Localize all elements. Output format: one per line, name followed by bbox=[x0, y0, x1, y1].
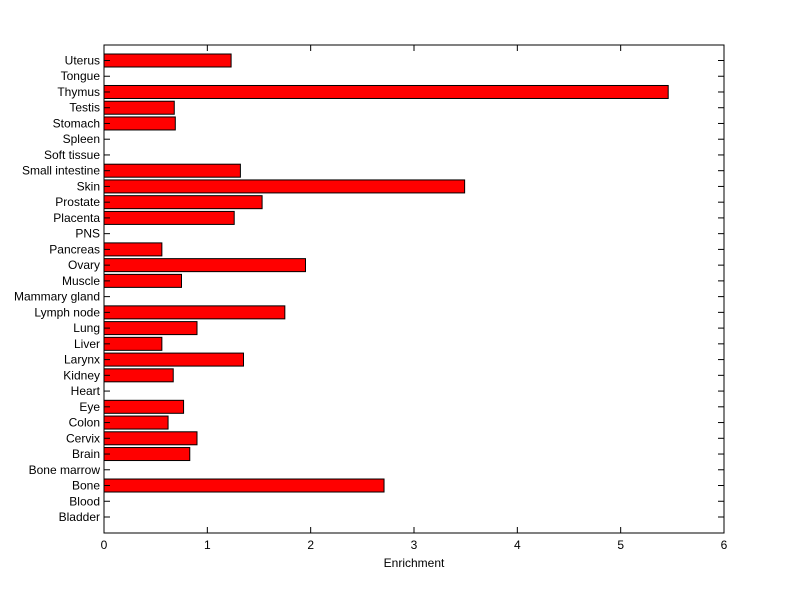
y-tick-label: Bone bbox=[72, 479, 100, 493]
y-tick-label: Prostate bbox=[55, 195, 100, 209]
bar-ovary bbox=[103, 258, 306, 273]
x-tick-label: 5 bbox=[617, 538, 624, 552]
y-tick-label: Colon bbox=[69, 416, 100, 430]
x-tick-label: 0 bbox=[101, 538, 108, 552]
y-tick-label: Soft tissue bbox=[44, 148, 100, 162]
bar-prostate bbox=[103, 195, 263, 210]
y-tick-label: Eye bbox=[79, 400, 100, 414]
x-tick-label: 2 bbox=[307, 538, 314, 552]
x-axis-title: Enrichment bbox=[384, 556, 445, 570]
x-tick-label: 6 bbox=[721, 538, 728, 552]
bar-skin bbox=[103, 179, 466, 194]
bar-muscle bbox=[103, 273, 182, 288]
x-tick-label: 4 bbox=[514, 538, 521, 552]
y-tick-label: Tongue bbox=[61, 69, 101, 83]
y-tick-label: Liver bbox=[74, 337, 100, 351]
y-tick-label: Brain bbox=[72, 447, 100, 461]
bar-lung bbox=[103, 321, 198, 336]
y-tick-label: Stomach bbox=[53, 116, 100, 130]
bar-larynx bbox=[103, 352, 244, 367]
bar-brain bbox=[103, 447, 191, 462]
y-tick-label: Bladder bbox=[59, 510, 100, 524]
bar-bone bbox=[103, 478, 385, 493]
bar-placenta bbox=[103, 210, 235, 225]
y-tick-label: Testis bbox=[69, 101, 100, 115]
y-tick-label: Placenta bbox=[53, 211, 100, 225]
y-tick-label: Spleen bbox=[63, 132, 100, 146]
bar-stomach bbox=[103, 116, 176, 131]
bar-small-intestine bbox=[103, 163, 241, 178]
y-tick-label: PNS bbox=[75, 227, 100, 241]
y-tick-label: Lung bbox=[73, 321, 100, 335]
y-tick-label: Lymph node bbox=[34, 305, 100, 319]
y-tick-label: Mammary gland bbox=[14, 290, 100, 304]
y-tick-label: Larynx bbox=[64, 353, 100, 367]
bar-testis bbox=[103, 100, 175, 115]
y-tick-label: Cervix bbox=[66, 431, 100, 445]
bar-uterus bbox=[103, 53, 232, 68]
y-tick-label: Skin bbox=[77, 179, 100, 193]
bar-thymus bbox=[103, 84, 669, 99]
bar-colon bbox=[103, 415, 169, 430]
y-tick-label: Pancreas bbox=[49, 242, 100, 256]
bar-liver bbox=[103, 336, 163, 351]
x-tick-label: 1 bbox=[204, 538, 211, 552]
y-tick-label: Thymus bbox=[57, 85, 100, 99]
y-tick-label: Heart bbox=[71, 384, 101, 398]
x-tick-label: 3 bbox=[411, 538, 418, 552]
bar-pancreas bbox=[103, 242, 163, 257]
y-tick-label: Ovary bbox=[68, 258, 100, 272]
bar-eye bbox=[103, 399, 185, 414]
x-axis-ticks: 0 1 2 3 4 5 6 bbox=[101, 45, 728, 552]
y-tick-label: Kidney bbox=[63, 368, 100, 382]
plot-area bbox=[103, 44, 725, 534]
bar-kidney bbox=[103, 368, 174, 383]
bar-cervix bbox=[103, 431, 198, 446]
y-tick-label: Bone marrow bbox=[29, 463, 101, 477]
y-tick-label: Blood bbox=[69, 494, 100, 508]
y-tick-label: Small intestine bbox=[22, 164, 100, 178]
bar-lymph-node bbox=[103, 305, 286, 320]
y-tick-label: Muscle bbox=[62, 274, 100, 288]
y-tick-label: Uterus bbox=[65, 54, 100, 68]
